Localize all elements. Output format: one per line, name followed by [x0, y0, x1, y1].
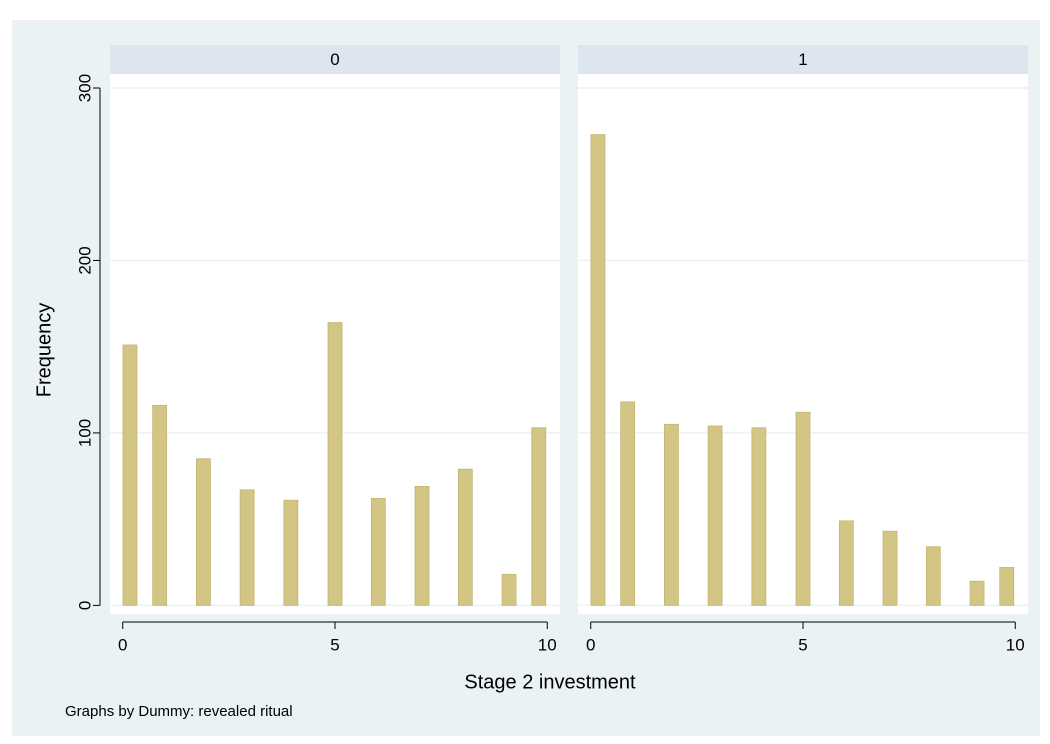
- bar: [239, 489, 255, 606]
- bar: [370, 498, 386, 606]
- bar: [327, 322, 343, 606]
- x-tick-label: 0: [118, 635, 127, 654]
- bar: [531, 427, 547, 606]
- bar: [283, 499, 299, 606]
- bar: [999, 567, 1015, 606]
- y-tick-label: 100: [75, 419, 94, 447]
- bar: [969, 580, 985, 606]
- strip: [110, 45, 560, 74]
- bar: [795, 411, 811, 606]
- y-tick-label: 0: [75, 601, 94, 610]
- x-tick-label: 10: [1006, 635, 1025, 654]
- bar: [620, 401, 636, 606]
- x-tick-label: 0: [586, 635, 595, 654]
- bar: [663, 423, 679, 606]
- bar: [414, 485, 430, 606]
- x-tick-label: 10: [538, 635, 557, 654]
- bar: [751, 427, 767, 606]
- y-tick-label: 300: [75, 74, 94, 102]
- panel-title: 1: [798, 50, 807, 69]
- bar: [457, 468, 473, 606]
- note: Graphs by Dummy: revealed ritual: [65, 703, 293, 720]
- strip: [578, 45, 1028, 74]
- x-axis-title: Stage 2 investment: [464, 671, 636, 693]
- bar: [590, 134, 606, 606]
- y-tick-label: 200: [75, 246, 94, 274]
- x-tick-label: 5: [798, 635, 807, 654]
- bar: [882, 530, 898, 606]
- bar: [152, 404, 168, 606]
- bar: [707, 425, 723, 606]
- bar: [122, 344, 138, 606]
- panel-title: 0: [330, 50, 339, 69]
- bar: [195, 458, 211, 606]
- bar: [838, 520, 854, 606]
- bar: [925, 546, 941, 606]
- x-tick-label: 5: [330, 635, 339, 654]
- bar: [501, 573, 517, 606]
- y-axis-title: Frequency: [33, 303, 55, 398]
